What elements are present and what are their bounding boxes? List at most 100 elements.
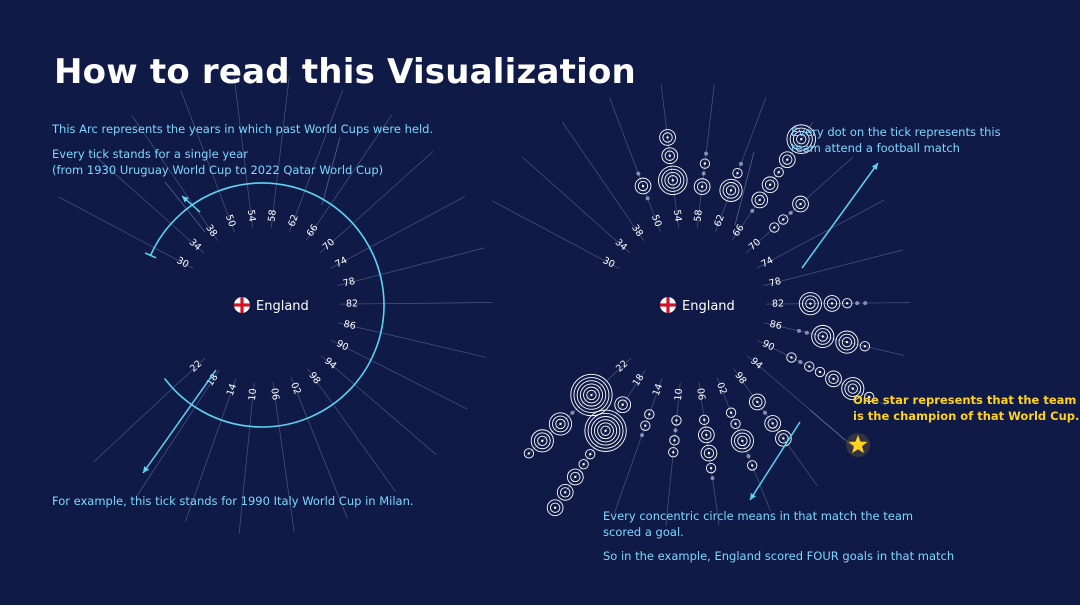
left-team-flag-icon <box>234 297 250 313</box>
match-dot-86-0 <box>797 328 802 333</box>
goal-circle-66-5-4 <box>786 124 817 154</box>
match-dot-06-4 <box>710 476 715 481</box>
goal-circle-06-1-1 <box>701 429 712 441</box>
match-center-86-2 <box>821 335 824 338</box>
goal-circle-18-1-3 <box>594 419 618 443</box>
match-center-86-3 <box>845 340 849 344</box>
dot-pointer-line <box>734 151 755 226</box>
goal-circle-22-3-1 <box>537 435 548 447</box>
left-tick-74 <box>330 196 465 269</box>
match-center-10-0 <box>675 419 678 422</box>
dot-annotation-line2: team attend a football match <box>791 141 960 155</box>
left-year-label-70: 70 <box>321 237 337 253</box>
right-year-label-54: 54 <box>671 209 683 222</box>
goal-circle-06-2-1 <box>703 447 715 459</box>
goal-circle-86-3-1 <box>841 336 853 348</box>
match-center-10-3 <box>672 451 675 454</box>
match-center-22-2 <box>559 422 562 426</box>
goal-circle-18-4-2 <box>566 468 584 486</box>
goal-circle-82-1-2 <box>823 295 841 312</box>
goal-circle-58-2-1 <box>699 158 711 169</box>
goal-circle-90-6-1 <box>864 391 875 403</box>
arc-pointer-line <box>321 136 341 206</box>
goal-circle-22-0-4 <box>576 380 607 410</box>
match-center-02-4 <box>750 464 754 467</box>
match-center-54-2 <box>666 136 669 139</box>
goal-circle-66-5-3 <box>789 127 813 151</box>
goal-circle-66-4-1 <box>782 154 793 165</box>
match-center-18-3 <box>582 463 585 466</box>
goal-circle-22-0-6 <box>570 373 613 417</box>
match-dot-50-0 <box>645 196 650 201</box>
goal-circle-10-3-1 <box>668 447 679 458</box>
right-year-label-02: 02 <box>714 381 729 396</box>
goal-circle-18-3-1 <box>578 459 589 470</box>
goal-circle-22-0-2 <box>583 386 600 404</box>
goal-circle-06-2-2 <box>700 444 718 462</box>
left-tick-90 <box>331 339 468 410</box>
match-center-98-0 <box>756 400 759 404</box>
goal-circle-18-0-1 <box>617 399 628 410</box>
left-tick-02 <box>290 377 348 519</box>
match-center-14-0 <box>648 413 651 416</box>
right-year-label-50: 50 <box>649 213 664 228</box>
goal-circle-86-3-3 <box>835 330 859 354</box>
match-dot-82-4 <box>863 301 868 306</box>
match-center-90-3 <box>818 370 822 374</box>
match-center-50-1 <box>641 184 645 188</box>
circle-example-annotation: So in the example, England scored FOUR g… <box>603 549 955 563</box>
match-center-98-3 <box>782 437 785 440</box>
right-year-label-14: 14 <box>651 382 665 397</box>
match-dot-22-1 <box>570 410 575 415</box>
goal-circle-66-1-2 <box>751 191 769 209</box>
goal-circle-18-0-2 <box>614 396 632 414</box>
match-center-18-4 <box>574 475 577 479</box>
goal-circle-10-0-1 <box>671 415 682 426</box>
right-tick-10 <box>665 382 681 526</box>
right-tick-50 <box>609 97 661 233</box>
match-center-18-5 <box>564 491 567 494</box>
goal-circle-22-3-3 <box>530 429 554 453</box>
goal-circle-70-3-2 <box>792 195 809 213</box>
goal-circle-18-6-1 <box>549 502 561 513</box>
right-year-label-38: 38 <box>629 223 645 239</box>
right-year-label-62: 62 <box>712 213 727 228</box>
left-tick-70 <box>319 151 434 254</box>
goal-circle-18-6-2 <box>546 499 564 517</box>
goal-circle-98-3-2 <box>775 430 792 447</box>
goal-circle-06-3-1 <box>705 463 717 474</box>
example-annotation: For example, this tick stands for 1990 I… <box>52 494 414 508</box>
match-center-02-0 <box>729 411 733 414</box>
left-year-label-90: 90 <box>334 338 350 353</box>
match-center-06-0 <box>703 418 706 422</box>
goal-circle-22-0-1 <box>586 389 597 401</box>
goal-circle-62-0-1 <box>725 185 737 196</box>
match-center-54-1 <box>668 154 671 157</box>
right-year-label-58: 58 <box>692 209 704 222</box>
match-center-66-1 <box>758 198 761 202</box>
example-arrow-head <box>143 466 150 473</box>
goal-circle-86-4-1 <box>859 341 870 352</box>
left-tick-18 <box>135 370 220 498</box>
goal-circle-02-2-2 <box>734 432 751 450</box>
goal-circle-54-0-2 <box>664 171 682 189</box>
goal-circle-54-0-1 <box>667 175 678 186</box>
left-tick-58 <box>270 76 290 228</box>
dot-arrow-head <box>871 163 878 170</box>
goal-circle-90-4-2 <box>825 370 842 388</box>
left-tick-30 <box>58 196 194 269</box>
right-tick-02 <box>716 377 771 512</box>
left-year-label-58: 58 <box>266 209 278 222</box>
left-tick-06 <box>272 382 295 533</box>
match-center-02-2 <box>741 439 744 443</box>
goal-circle-90-5-2 <box>844 380 862 397</box>
goal-circle-66-2-2 <box>761 176 779 194</box>
match-center-18-6 <box>553 506 557 509</box>
goal-circle-66-1-1 <box>754 194 765 206</box>
goal-circle-66-3-1 <box>773 167 784 178</box>
left-tick-50 <box>180 89 235 233</box>
match-dot-86-1 <box>804 330 809 335</box>
